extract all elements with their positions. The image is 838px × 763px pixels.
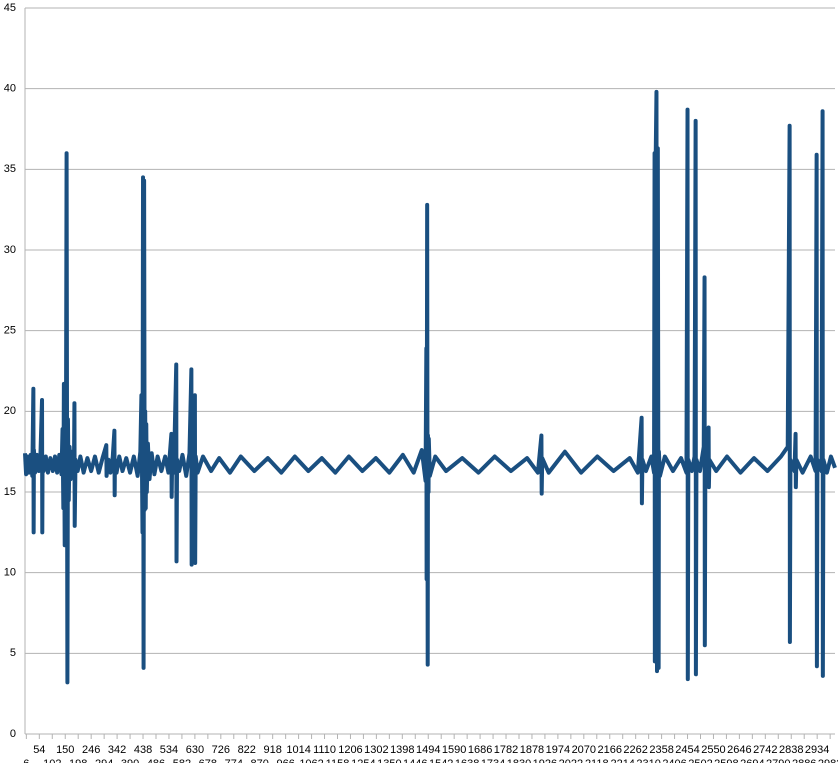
x-tick-label: 2502 — [688, 758, 712, 763]
x-tick-label: 2598 — [714, 758, 738, 763]
x-tick-label: 390 — [121, 758, 139, 763]
y-tick-label: 10 — [4, 567, 16, 579]
x-tick-label: 1590 — [442, 744, 466, 756]
x-tick-label: 1014 — [286, 744, 310, 756]
x-tick-label: 2790 — [766, 758, 790, 763]
x-tick-label: 1686 — [468, 744, 492, 756]
y-tick-label: 20 — [4, 405, 16, 417]
x-tick-label: 1974 — [546, 744, 570, 756]
x-tick-label: 150 — [56, 744, 74, 756]
x-tick-label: 2358 — [649, 744, 673, 756]
x-tick-label: 198 — [69, 758, 87, 763]
x-tick-label: 774 — [225, 758, 243, 763]
x-tick-label: 1542 — [429, 758, 453, 763]
x-tick-label: 918 — [263, 744, 281, 756]
x-tick-label: 630 — [186, 744, 204, 756]
x-tick-label: 1926 — [533, 758, 557, 763]
x-tick-label: 2310 — [636, 758, 660, 763]
x-tick-label: 2646 — [727, 744, 751, 756]
x-tick-label: 486 — [147, 758, 165, 763]
y-tick-label: 45 — [4, 2, 16, 14]
x-tick-label: 2934 — [805, 744, 829, 756]
data-line — [23, 89, 837, 685]
x-tick-label: 2838 — [779, 744, 803, 756]
x-tick-label: 678 — [199, 758, 217, 763]
x-tick-label: 1638 — [455, 758, 479, 763]
x-tick-label: 822 — [238, 744, 256, 756]
x-tick-label: 1398 — [390, 744, 414, 756]
x-tick-label: 2742 — [753, 744, 777, 756]
y-tick-label: 5 — [10, 647, 16, 659]
x-tick-label: 1302 — [364, 744, 388, 756]
x-tick-label: 582 — [173, 758, 191, 763]
x-tick-label: 342 — [108, 744, 126, 756]
x-tick-label: 1734 — [481, 758, 505, 763]
x-tick-label: 438 — [134, 744, 152, 756]
x-tick-label: 1878 — [520, 744, 544, 756]
x-tick-label: 2886 — [792, 758, 816, 763]
x-tick-label: 2406 — [662, 758, 686, 763]
x-tick-label: 6 — [23, 758, 29, 763]
x-tick-label: 2022 — [559, 758, 583, 763]
x-tick-label: 726 — [212, 744, 230, 756]
x-tick-label: 2118 — [585, 758, 609, 763]
x-tick-label: 2262 — [623, 744, 647, 756]
x-tick-label: 1206 — [338, 744, 362, 756]
x-tick-label: 1350 — [377, 758, 401, 763]
x-tick-label: 294 — [95, 758, 113, 763]
y-tick-label: 40 — [4, 83, 16, 95]
y-tick-label: 0 — [10, 728, 16, 740]
x-tick-label: 2214 — [610, 758, 634, 763]
x-tick-label: 2982 — [818, 758, 838, 763]
x-tick-label: 1782 — [494, 744, 518, 756]
y-tick-label: 25 — [4, 325, 16, 337]
x-tick-label: 2550 — [701, 744, 725, 756]
x-tick-label: 1062 — [299, 758, 323, 763]
x-tick-label: 2454 — [675, 744, 699, 756]
x-tick-label: 966 — [276, 758, 294, 763]
x-tick-label: 1254 — [351, 758, 375, 763]
y-tick-label: 15 — [4, 486, 16, 498]
x-tick-label: 2070 — [572, 744, 596, 756]
y-tick-label: 30 — [4, 244, 16, 256]
x-tick-label: 1494 — [416, 744, 440, 756]
x-tick-label: 2694 — [740, 758, 764, 763]
y-tick-label: 35 — [4, 163, 16, 175]
x-tick-label: 1110 — [313, 744, 336, 756]
x-tick-label: 246 — [82, 744, 100, 756]
x-tick-label: 1446 — [403, 758, 427, 763]
x-tick-label: 54 — [33, 744, 45, 756]
x-tick-label: 1830 — [507, 758, 531, 763]
x-tick-label: 102 — [43, 758, 61, 763]
x-tick-label: 534 — [160, 744, 178, 756]
x-tick-label: 2166 — [598, 744, 622, 756]
x-tick-label: 870 — [251, 758, 269, 763]
x-tick-label: 1158 — [326, 758, 350, 763]
